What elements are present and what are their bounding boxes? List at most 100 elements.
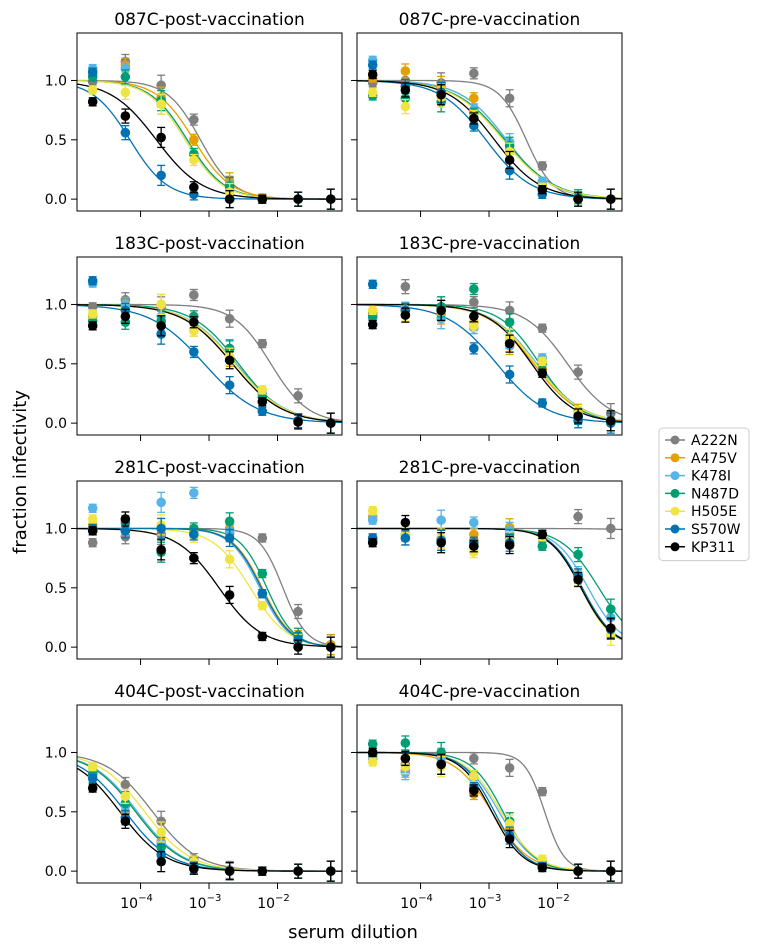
legend-label: A222N xyxy=(691,433,738,449)
fit-curve-A222N xyxy=(357,751,622,872)
data-point-A475V xyxy=(400,66,411,76)
data-point-KP311 xyxy=(120,311,131,322)
data-point-K478I xyxy=(189,488,199,498)
data-point-KP311 xyxy=(605,194,616,204)
plot-area xyxy=(357,735,622,882)
data-point-A222N xyxy=(189,114,199,125)
data-point-A222N xyxy=(504,305,515,316)
panel-title: 404C-post-vaccination xyxy=(114,682,305,702)
data-point-N487D xyxy=(537,541,548,552)
data-point-A222N xyxy=(537,161,548,171)
panel-title: 183C-post-vaccination xyxy=(114,234,305,254)
data-point-S570W xyxy=(469,343,479,354)
data-point-S570W xyxy=(367,279,378,290)
data-point-A222N xyxy=(87,302,98,312)
fit-curve-K478I xyxy=(357,79,622,200)
legend-marker xyxy=(670,435,680,445)
y-tick-label: 0.5 xyxy=(45,805,67,821)
data-point-H505E xyxy=(469,321,479,331)
data-point-KP311 xyxy=(87,97,98,107)
data-point-N487D xyxy=(400,738,411,748)
fit-curve-H505E xyxy=(357,527,622,641)
legend-marker xyxy=(670,542,680,552)
data-point-KP311 xyxy=(156,545,166,555)
data-point-H505E xyxy=(224,554,235,565)
fit-curve-N487D xyxy=(77,760,342,872)
y-tick-label: 0.0 xyxy=(45,864,67,880)
data-point-A222N xyxy=(189,290,199,300)
fit-curve-S570W xyxy=(357,80,622,200)
panel-404C-pre-vaccination: 404C-pre-vaccination 10−4 10−3 10−2 xyxy=(351,682,623,912)
data-point-KP311 xyxy=(156,856,166,867)
data-point-H505E xyxy=(156,99,166,109)
data-point-KP311 xyxy=(257,631,268,642)
data-point-KP311 xyxy=(573,574,583,585)
fit-curve-KP311 xyxy=(77,767,342,872)
panel-281C-post-vaccination: 281C-post-vaccination 0.0 0.5 1.0 xyxy=(45,458,343,665)
data-point-S570W xyxy=(257,406,268,417)
data-point-H505E xyxy=(469,771,479,781)
data-point-H505E xyxy=(156,827,166,837)
data-point-KP311 xyxy=(367,537,378,548)
data-point-N487D xyxy=(257,568,268,579)
fit-curve-S570W xyxy=(357,527,622,640)
data-point-A222N xyxy=(504,93,515,104)
data-point-KP311 xyxy=(537,529,548,540)
x-tick-label: 10−3 xyxy=(189,893,222,912)
data-point-K478I xyxy=(436,515,446,525)
data-point-A222N xyxy=(293,606,303,617)
data-point-H505E xyxy=(537,356,548,367)
data-point-KP311 xyxy=(504,540,515,550)
fit-curve-S570W xyxy=(77,86,342,200)
panel-title: 087C-post-vaccination xyxy=(114,10,305,30)
plot-area xyxy=(77,275,342,434)
x-tick-exponent: −2 xyxy=(555,893,570,904)
data-point-A222N xyxy=(573,511,583,522)
data-point-H505E xyxy=(87,85,98,95)
data-point-S570W xyxy=(87,275,98,286)
data-point-N487D xyxy=(224,516,235,527)
data-point-KP311 xyxy=(224,355,235,366)
data-point-N487D xyxy=(400,93,411,104)
x-tick-label: 10−2 xyxy=(257,893,290,912)
x-tick-exponent: −4 xyxy=(138,893,153,904)
data-point-KP311 xyxy=(120,111,131,121)
data-point-KP311 xyxy=(189,317,199,328)
x-tick-label: 10−4 xyxy=(120,893,153,912)
fit-curve-N487D xyxy=(357,751,622,872)
plot-area xyxy=(357,55,622,210)
data-point-KP311 xyxy=(504,834,515,844)
data-point-KP311 xyxy=(257,866,268,876)
fit-curve-S570W xyxy=(357,751,622,872)
x-tick-label: 10−3 xyxy=(469,893,502,912)
data-point-H505E xyxy=(367,505,378,516)
data-point-KP311 xyxy=(325,642,336,652)
fit-curve-H505E xyxy=(357,751,622,872)
data-point-KP311 xyxy=(189,182,199,193)
fit-curve-K478I xyxy=(77,527,342,648)
fit-curve-N487D xyxy=(357,303,622,422)
data-point-KP311 xyxy=(87,321,98,331)
data-point-S570W xyxy=(224,380,235,390)
axes-frame xyxy=(76,704,343,884)
data-point-KP311 xyxy=(400,753,411,764)
data-point-KP311 xyxy=(189,863,199,874)
data-point-KP311 xyxy=(436,759,446,770)
data-point-S570W xyxy=(469,120,479,131)
data-point-KP311 xyxy=(537,368,548,379)
fit-curve-S570W xyxy=(77,764,342,872)
panel-087C-post-vaccination: 087C-post-vaccination 0.0 0.5 1.0 xyxy=(45,10,343,217)
data-point-N487D xyxy=(120,72,131,82)
data-point-KP311 xyxy=(224,590,235,600)
plot-area xyxy=(357,279,622,434)
fit-curve-A475V xyxy=(357,527,622,640)
data-point-KP311 xyxy=(605,866,616,876)
y-tick-label: 1.0 xyxy=(45,745,67,761)
legend-label: N487D xyxy=(691,486,739,502)
data-point-A475V xyxy=(469,93,479,104)
fit-curve-H505E xyxy=(357,80,622,199)
fit-curve-KP311 xyxy=(357,80,622,200)
data-point-S570W xyxy=(120,127,131,138)
data-point-KP311 xyxy=(573,194,583,204)
legend-label: KP311 xyxy=(691,540,735,556)
